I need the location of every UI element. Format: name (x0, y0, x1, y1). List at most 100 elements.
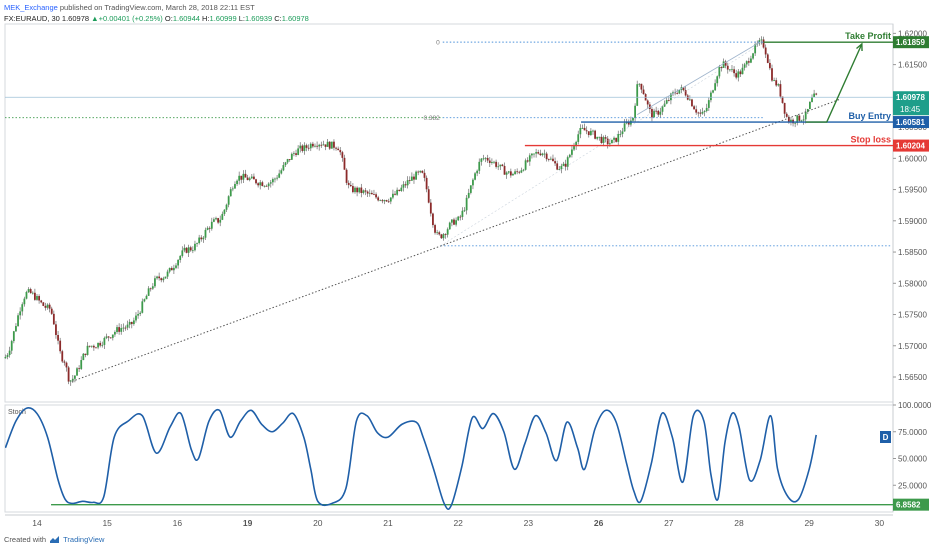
candle (716, 75, 719, 87)
candle-body (149, 288, 152, 290)
candle (257, 182, 260, 188)
ohlc-h-label: H: (202, 14, 210, 23)
time-tick-label: 23 (524, 518, 534, 528)
candle-body (10, 341, 13, 351)
candle (446, 227, 449, 238)
candle (246, 174, 249, 181)
footer: Created with TradingView (4, 535, 104, 544)
ohlc-o-label: O: (164, 14, 173, 23)
candle-body (554, 161, 556, 164)
symbol-text: FX:EURAUD, 30 1.60978 (4, 14, 90, 23)
candle-body (111, 334, 114, 338)
candle (476, 169, 479, 177)
candle (295, 149, 297, 157)
candle-body (377, 197, 380, 201)
candle (103, 336, 106, 349)
candle-body (703, 111, 706, 112)
candle (82, 353, 85, 361)
candle-body (396, 189, 399, 195)
candle (638, 83, 641, 87)
candle (183, 244, 186, 253)
candle (396, 187, 399, 196)
candle (467, 188, 470, 199)
candle (398, 189, 401, 192)
candle-body (448, 222, 451, 230)
candle (743, 62, 746, 71)
candle (10, 339, 13, 355)
candle-body (514, 171, 516, 175)
price-badge-bg (893, 36, 929, 49)
candle (585, 126, 588, 135)
candle-body (657, 110, 660, 115)
candle-body (25, 291, 28, 299)
stoch-d-badge-label: D (883, 433, 889, 442)
candle-body (303, 145, 306, 151)
candle (97, 342, 99, 350)
ohlc-high: 1.60999 (209, 14, 237, 23)
candle (282, 162, 285, 172)
candle-body (284, 162, 287, 166)
candle (168, 267, 171, 274)
candle-body (710, 92, 712, 101)
candle (484, 157, 487, 163)
candle-body (175, 265, 177, 268)
candle-body (724, 61, 727, 66)
candle (644, 93, 647, 101)
candle (421, 170, 424, 174)
candle (170, 266, 173, 271)
candle-body (497, 166, 500, 168)
candle (345, 168, 348, 186)
candle (42, 301, 45, 307)
up-arrow-icon: ▲ (91, 14, 99, 23)
candle (377, 195, 380, 202)
candle (162, 276, 165, 283)
author-link[interactable]: MEK_Exchange (4, 3, 58, 12)
candle (455, 217, 457, 227)
candle-body (364, 190, 367, 192)
candle (360, 183, 363, 198)
candle (248, 176, 251, 182)
candle (577, 130, 580, 145)
candle-body (674, 92, 677, 94)
candle-body (617, 134, 620, 142)
candle-body (427, 189, 430, 203)
candle-body (114, 332, 116, 335)
candle (613, 136, 615, 144)
fib-level-label: 0 (436, 40, 440, 47)
stoch-level-badge-bg (893, 498, 929, 511)
candle-body (204, 229, 207, 238)
candle (507, 170, 510, 174)
ohlc-open: 1.60944 (172, 14, 200, 23)
candle-body (739, 71, 742, 75)
candle (347, 180, 350, 189)
candle-body (215, 218, 217, 220)
candle (373, 189, 375, 196)
candle-body (667, 100, 670, 101)
candle (38, 294, 41, 304)
candle (465, 195, 468, 215)
stoch-d-badge-bg (880, 431, 891, 443)
candle-body (714, 83, 717, 91)
candle-body (311, 143, 314, 147)
tradingview-brand[interactable]: TradingView (63, 535, 105, 544)
candle (143, 298, 146, 303)
candle-body (107, 336, 110, 338)
candle-body (438, 232, 441, 235)
candle-body (678, 89, 681, 94)
candle (741, 63, 744, 75)
candle (794, 122, 797, 128)
candle-body (128, 321, 131, 325)
candle (488, 157, 491, 168)
candle (46, 303, 49, 310)
candle (438, 230, 441, 236)
candle (267, 182, 270, 190)
candle-body (499, 164, 502, 167)
candle (177, 258, 180, 269)
candle (309, 142, 312, 152)
candle (341, 150, 344, 162)
price-badge: 1.60581 (893, 116, 929, 129)
price-tick-label: 1.58000 (898, 279, 927, 288)
candle (189, 245, 192, 252)
candle (305, 143, 308, 152)
